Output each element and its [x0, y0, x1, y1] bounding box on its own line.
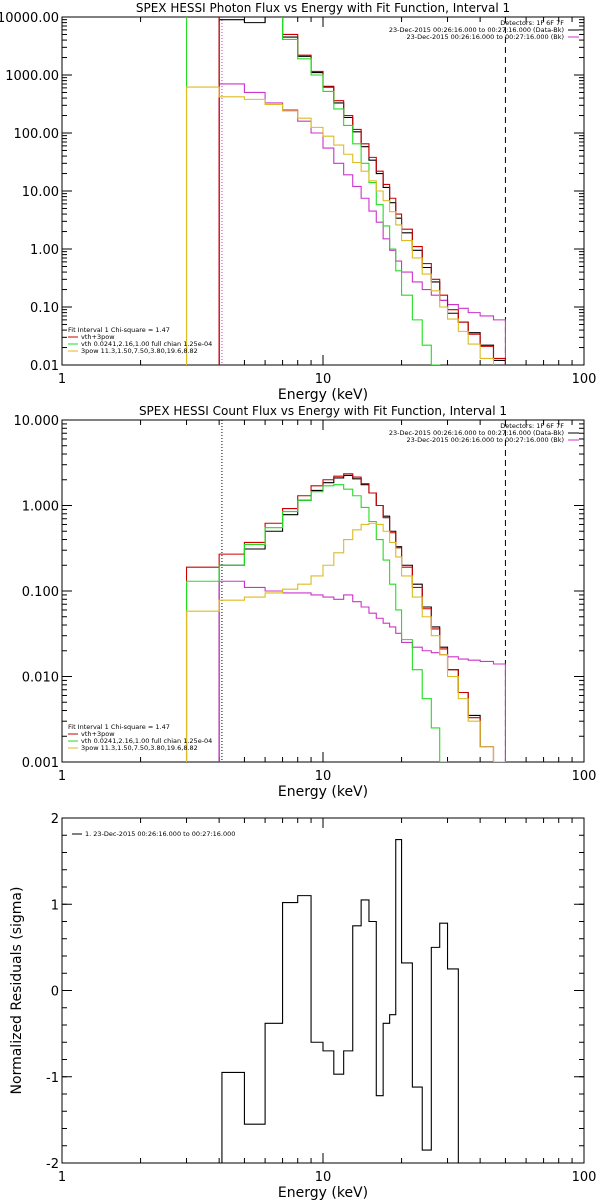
legend-entry: Fit Interval 1 Chi-square = 1.47	[68, 326, 170, 334]
series-line	[221, 839, 459, 1163]
legend-entry: Detectors: 1F 6F 7F	[500, 422, 564, 430]
legend-entry: vth 0.0241,2.16,1.00 full chian 1.25e-04	[81, 737, 212, 745]
legend-entry: 23-Dec-2015 00:26:16.000 to 00:27:16.000…	[407, 436, 565, 444]
legend-entry: vth 0.0241,2.16,1.00 full chian 1.25e-04	[81, 340, 212, 348]
y-tick-label: -1	[46, 1071, 59, 1086]
y-tick-label: 10.00	[22, 185, 59, 200]
x-tick-label: 1	[58, 1170, 66, 1185]
y-tick-label: 10.000	[14, 414, 60, 429]
y-tick-label: 1000.00	[5, 69, 59, 84]
y-tick-label: 0.010	[22, 671, 59, 686]
series-line	[185, 522, 506, 762]
x-tick-label: 100	[572, 769, 597, 784]
y-tick-label: 10000.00	[0, 11, 59, 26]
x-tick-label: 100	[572, 1170, 597, 1185]
y-tick-label: 0.001	[22, 756, 59, 771]
legend-entry: Detectors: 1F 6F 7F	[500, 19, 564, 27]
series-line	[185, 484, 449, 762]
x-tick-label: 100	[572, 372, 597, 387]
series-group	[221, 839, 459, 1163]
y-tick-label: 2	[51, 812, 59, 827]
y-tick-label: 1.00	[30, 243, 59, 258]
x-axis-label: Energy (keV)	[278, 784, 368, 800]
chart-title: SPEX HESSI Photon Flux vs Energy with Fi…	[136, 1, 510, 15]
x-tick-label: 10	[315, 769, 332, 784]
y-axis: 10000.00 1000.00 100.00 10.00 1.00 0.10 0.01	[0, 11, 584, 374]
bottom-legend: Fit Interval 1 Chi-square = 1.47vth+3pow…	[68, 326, 212, 355]
series-line	[185, 86, 495, 365]
x-tick-label: 10	[315, 1170, 332, 1185]
bottom-legend: Fit Interval 1 Chi-square = 1.47vth+3pow…	[68, 723, 212, 752]
x-axis-label: Energy (keV)	[278, 387, 368, 403]
chart-title: SPEX HESSI Count Flux vs Energy with Fit…	[139, 404, 507, 418]
x-axis: 1 10 100	[58, 420, 597, 784]
chart-panel-2: SPEX HESSI Count Flux vs Energy with Fit…	[14, 404, 597, 800]
legend-entry: vth+3pow	[81, 730, 115, 738]
x-tick-label: 1	[58, 372, 66, 387]
series-line	[185, 17, 441, 365]
x-axis: 1 10 100	[58, 818, 597, 1185]
x-tick-label: 1	[58, 769, 66, 784]
legend-entry: 3pow 11.3,1.50,7.50,3.80,19.6,8.82	[81, 347, 198, 355]
y-tick-label: 0	[51, 985, 59, 1000]
y-tick-label: 100.00	[14, 127, 60, 142]
legend-entry: 3pow 11.3,1.50,7.50,3.80,19.6,8.82	[81, 744, 198, 752]
plot-frame	[61, 817, 585, 1164]
residual-legend: 1. 23-Dec-2015 00:26:16.000 to 00:27:16.…	[72, 830, 235, 838]
y-axis: 10.000 1.000 0.100 0.010 0.001	[14, 414, 584, 771]
x-tick-label: 10	[315, 372, 332, 387]
y-tick-label: 1	[51, 898, 59, 913]
series-line	[185, 473, 506, 762]
legend-entry: 23-Dec-2015 00:26:16.000 to 00:27:16.000…	[389, 429, 564, 437]
y-tick-label: -2	[46, 1157, 59, 1172]
chart-panel-1: SPEX HESSI Photon Flux vs Energy with Fi…	[0, 1, 596, 403]
x-axis-label: Energy (keV)	[278, 1185, 368, 1200]
legend-entry: Fit Interval 1 Chi-square = 1.47	[68, 723, 170, 731]
legend-entry: 23-Dec-2015 00:26:16.000 to 00:27:16.000…	[389, 26, 564, 34]
y-axis-label: Normalized Residuals (sigma)	[9, 887, 25, 1095]
series-group	[185, 17, 506, 365]
y-tick-label: 0.01	[30, 359, 59, 374]
y-tick-label: 1.000	[22, 500, 59, 515]
series-group	[185, 473, 506, 762]
legend-entry: 23-Dec-2015 00:26:16.000 to 00:27:16.000…	[407, 33, 565, 41]
series-line	[218, 83, 506, 365]
y-tick-label: 0.10	[30, 301, 59, 316]
series-line	[218, 580, 506, 762]
series-line	[218, 474, 506, 762]
legend-entry: vth+3pow	[81, 333, 115, 341]
y-tick-label: 0.100	[22, 585, 59, 600]
y-axis: 2 1 0 -1 -2	[46, 812, 584, 1172]
legend-entry: 1. 23-Dec-2015 00:26:16.000 to 00:27:16.…	[85, 830, 235, 838]
